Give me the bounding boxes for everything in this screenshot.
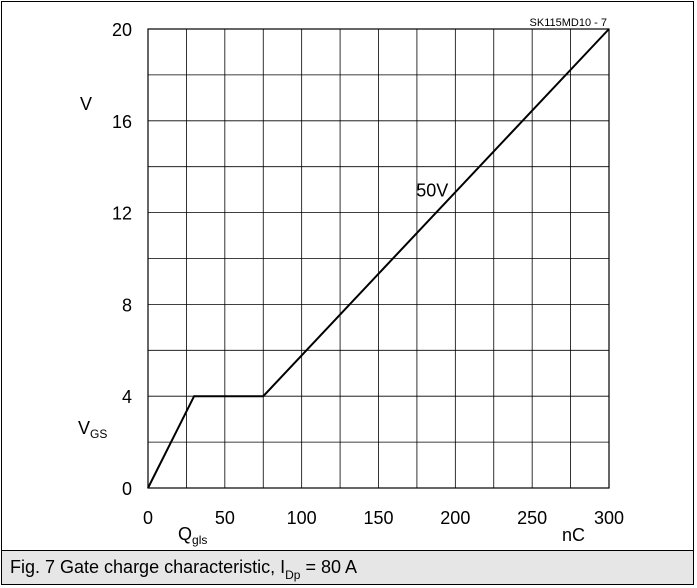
caption-bar: Fig. 7 Gate charge characteristic, IDp =…	[1, 550, 694, 585]
y-tick-label: 4	[122, 387, 132, 407]
x-tick-label: 250	[517, 508, 547, 528]
x-symbol-main: Q	[178, 524, 192, 544]
y-axis-unit: V	[80, 94, 92, 114]
x-axis-unit: nC	[562, 525, 585, 545]
figure-caption: Fig. 7 Gate charge characteristic, IDp =…	[10, 557, 358, 582]
grid	[148, 29, 609, 488]
caption-subscript: Dp	[285, 568, 301, 582]
x-tick-label: 300	[594, 508, 624, 528]
y-tick-label: 8	[122, 295, 132, 315]
x-tick-labels: 0 50 100 150 200 250 300	[143, 508, 624, 528]
y-tick-label: 12	[112, 204, 132, 224]
y-tick-label: 16	[112, 112, 132, 132]
plot-area	[147, 28, 610, 489]
x-symbol-sub: gls	[192, 533, 207, 547]
y-symbol-sub: GS	[90, 427, 107, 441]
caption-suffix: = 80 A	[300, 557, 358, 577]
x-tick-label: 100	[287, 508, 317, 528]
caption-prefix: Fig. 7 Gate charge characteristic, I	[10, 557, 286, 577]
x-tick-label: 50	[215, 508, 235, 528]
y-tick-labels: 0 4 8 12 16 20	[112, 20, 132, 499]
series-line-50v	[147, 28, 610, 489]
series-label-50v: 50V	[416, 181, 448, 201]
x-axis-symbol: Qgls	[178, 524, 207, 547]
y-tick-label: 20	[112, 20, 132, 40]
y-axis-symbol: VGS	[78, 418, 107, 441]
figure-id: SK115MD10 - 7	[530, 17, 607, 29]
y-symbol-main: V	[78, 418, 90, 438]
x-tick-label: 150	[363, 508, 393, 528]
y-tick-label: 0	[122, 479, 132, 499]
x-tick-label: 0	[143, 508, 153, 528]
x-tick-label: 200	[440, 508, 470, 528]
